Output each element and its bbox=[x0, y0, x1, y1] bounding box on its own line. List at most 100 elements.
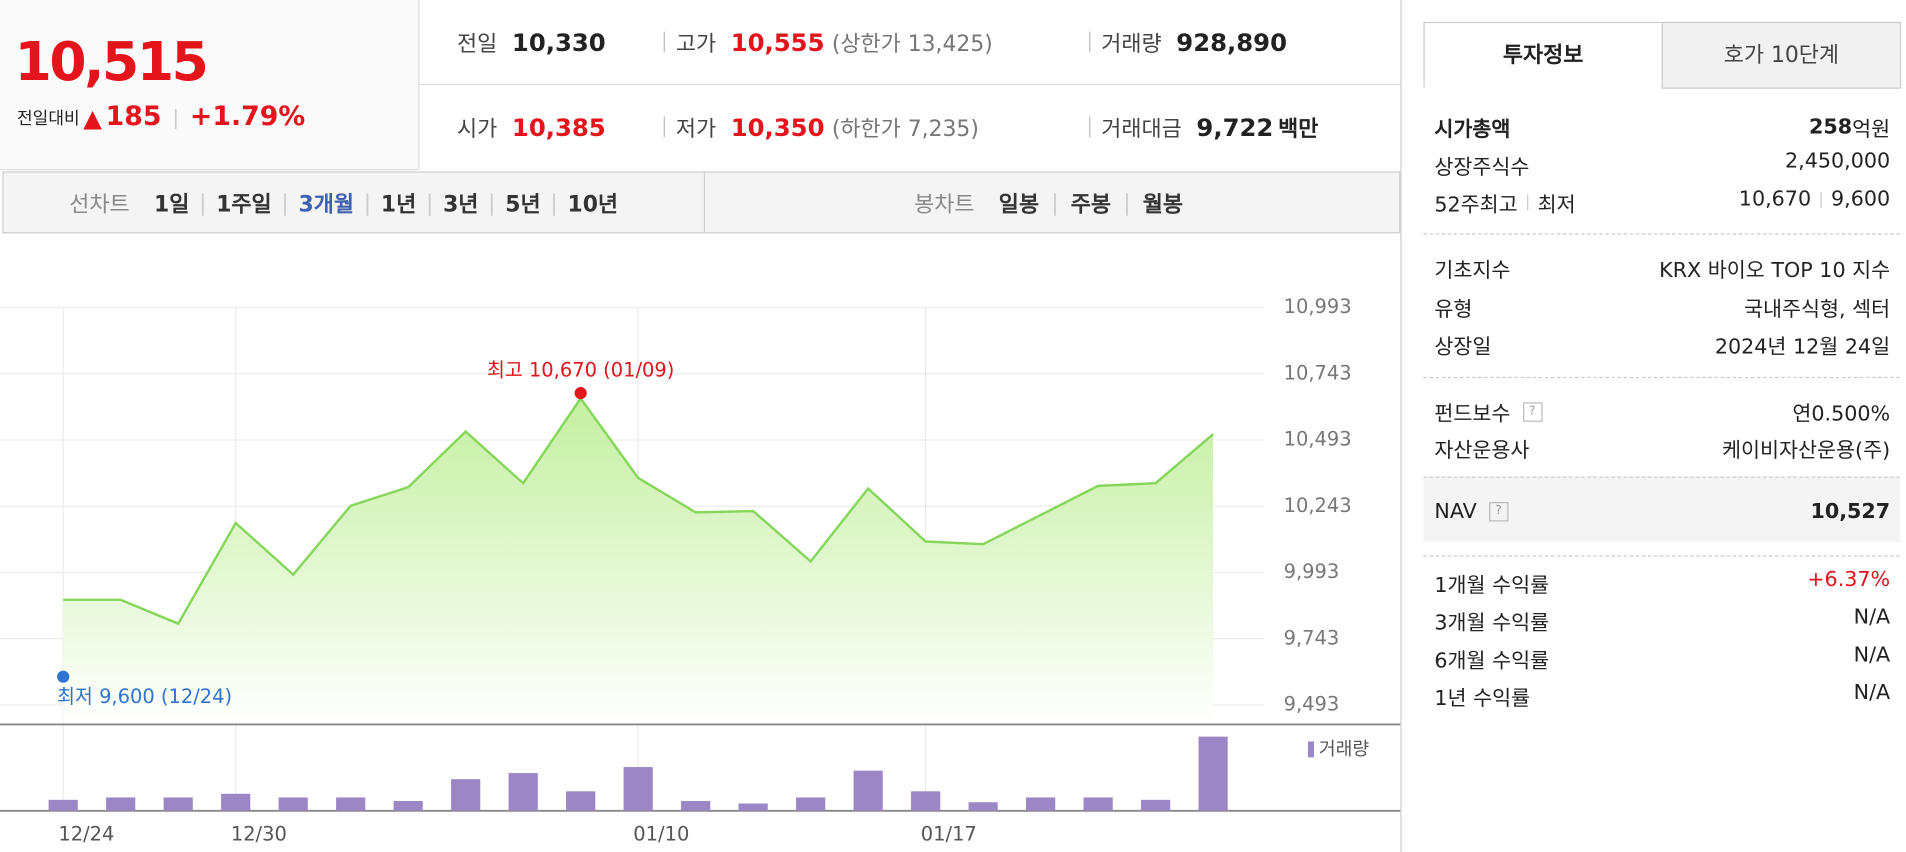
quote-label: 저가 bbox=[675, 116, 717, 143]
quote-separator bbox=[1089, 116, 1091, 138]
info-value: N/A bbox=[1854, 643, 1891, 667]
info-value: 2024년 12월 24일 bbox=[1715, 329, 1890, 359]
quote-value: 10,350 bbox=[730, 113, 825, 143]
info-value-text: KRX 바이오 TOP 10 지수 bbox=[1659, 258, 1891, 284]
info-label: 기초지수 bbox=[1434, 253, 1510, 283]
panel-border bbox=[1400, 0, 1402, 852]
period-tab[interactable]: 1년 bbox=[380, 192, 417, 218]
volume-bar bbox=[911, 791, 941, 811]
y-tick-label: 9,743 bbox=[1284, 626, 1340, 649]
quote-item: 고가 10,555 (상한가 13,425) bbox=[676, 27, 993, 59]
volume-bar bbox=[1141, 799, 1171, 811]
info-label-text: 유형 bbox=[1434, 297, 1473, 323]
price-chart: 9,493 9,743 9,993 10,243 10,493 10,743 10,993 1… bbox=[0, 295, 1401, 846]
volume-bar bbox=[1198, 736, 1228, 811]
value-separator: | bbox=[1818, 190, 1824, 209]
tab-bar bbox=[2, 171, 1401, 234]
info-label-text: 1개월 수익률 bbox=[1434, 573, 1550, 599]
info-value-text: 258 bbox=[1809, 114, 1853, 140]
tab-separator: | bbox=[281, 190, 289, 216]
quote-value: 928,890 bbox=[1176, 27, 1288, 58]
volume-bar bbox=[853, 770, 883, 811]
info-label-text: 펀드보수 bbox=[1434, 402, 1511, 427]
info-value: 연0.500% bbox=[1792, 396, 1890, 426]
quote-item: 저가 10,350 (하한가 7,235) bbox=[676, 112, 979, 144]
info-label: 상장주식수 bbox=[1434, 150, 1529, 180]
extreme-marker bbox=[574, 387, 587, 400]
volume-bar bbox=[221, 793, 251, 811]
info-label-text: 상장주식수 bbox=[1434, 155, 1530, 180]
info-label: 1개월 수익률 bbox=[1434, 568, 1549, 598]
price-area bbox=[63, 398, 1214, 725]
price-line bbox=[63, 396, 1214, 626]
info-value-text: N/A bbox=[1853, 680, 1891, 706]
current-price: 10,515 bbox=[14, 31, 209, 94]
x-tick-label: 12/30 bbox=[231, 823, 287, 846]
info-value-text: 연0.500% bbox=[1792, 402, 1891, 427]
x-tick-label: 12/24 bbox=[58, 823, 114, 846]
info-label-text: 시가총액 bbox=[1434, 117, 1511, 143]
volume-bar bbox=[968, 802, 998, 811]
quote-value: 10,330 bbox=[511, 27, 606, 58]
change-pct: +1.79% bbox=[189, 102, 306, 133]
volume-bar bbox=[738, 803, 768, 811]
volume-bar bbox=[508, 773, 538, 811]
tab-separator: | bbox=[1123, 190, 1131, 216]
volume-bar bbox=[1083, 797, 1113, 811]
info-value: 258 억원 bbox=[1809, 112, 1890, 142]
tab-separator: | bbox=[550, 190, 558, 216]
info-value-text: +6.37% bbox=[1807, 567, 1891, 592]
period-tab[interactable]: 주봉 bbox=[1070, 192, 1112, 218]
info-value: N/A bbox=[1854, 605, 1891, 629]
tab-group-label: 선차트 bbox=[69, 192, 130, 218]
info-value-text: N/A bbox=[1853, 605, 1891, 630]
row-separator bbox=[1423, 555, 1900, 557]
y-tick-label: 9,493 bbox=[1284, 693, 1340, 716]
help-icon: ? bbox=[1488, 502, 1509, 522]
row-separator bbox=[1423, 476, 1900, 478]
volume-bar bbox=[278, 797, 308, 811]
info-label: 상장일 bbox=[1434, 329, 1491, 359]
period-tab[interactable]: 1일 bbox=[153, 192, 190, 218]
volume-bar bbox=[106, 797, 136, 811]
info-value: 2,450,000 bbox=[1785, 150, 1890, 174]
nav-background bbox=[1423, 476, 1900, 543]
info-tab[interactable]: 호가 10단계 bbox=[1661, 21, 1902, 89]
row-separator bbox=[1423, 233, 1900, 235]
period-tab[interactable]: 일봉 bbox=[998, 192, 1040, 218]
quote-value: 10,385 bbox=[511, 113, 606, 143]
quote-divider bbox=[419, 83, 1401, 86]
candle-tabs: 봉차트 일봉 | 주봉 | 월봉 bbox=[914, 187, 1183, 219]
info-label-text: 상장일 bbox=[1434, 335, 1492, 360]
chart-tabs: 선차트 1일 | 1주일 | 3개월 | 1년 | 3년 | 5년 | 10년 bbox=[69, 187, 618, 219]
quote-label: 거래대금 bbox=[1101, 116, 1182, 143]
help-icon: ? bbox=[1522, 401, 1543, 422]
extreme-marker bbox=[57, 670, 70, 683]
period-tab[interactable]: 월봉 bbox=[1142, 192, 1184, 218]
up-arrow: ▲ bbox=[83, 102, 103, 132]
y-tick-label: 10,993 bbox=[1284, 295, 1352, 318]
quote-separator bbox=[663, 31, 665, 53]
change-label: 전일대비 bbox=[17, 108, 80, 129]
quote-label: 시가 bbox=[457, 116, 498, 143]
info-value-text: 2024년 12월 24일 bbox=[1714, 335, 1891, 360]
info-label: 52주최고 | 최저 bbox=[1434, 187, 1575, 217]
tab-separator: | bbox=[425, 190, 434, 216]
info-value: 10,527 bbox=[1810, 500, 1890, 524]
info-tab[interactable]: 투자정보 bbox=[1423, 21, 1663, 88]
volume-bar bbox=[796, 797, 826, 811]
period-tab[interactable]: 3개월 bbox=[298, 192, 355, 218]
volume-bar bbox=[451, 779, 481, 811]
period-tab[interactable]: 5년 bbox=[505, 192, 541, 218]
y-tick-label: 10,493 bbox=[1284, 428, 1352, 451]
quote-separator bbox=[663, 116, 665, 138]
info-label-text: 기초지수 bbox=[1434, 258, 1511, 284]
row-separator bbox=[1423, 376, 1900, 379]
period-tab[interactable]: 3년 bbox=[443, 192, 479, 218]
info-value: 10,670 | 9,600 bbox=[1739, 187, 1890, 211]
quote-item: 거래량 928,890 bbox=[1101, 27, 1287, 59]
period-tab[interactable]: 10년 bbox=[567, 192, 619, 218]
quote-note: (하한가 7,235) bbox=[831, 116, 979, 143]
period-tab[interactable]: 1주일 bbox=[216, 192, 272, 218]
